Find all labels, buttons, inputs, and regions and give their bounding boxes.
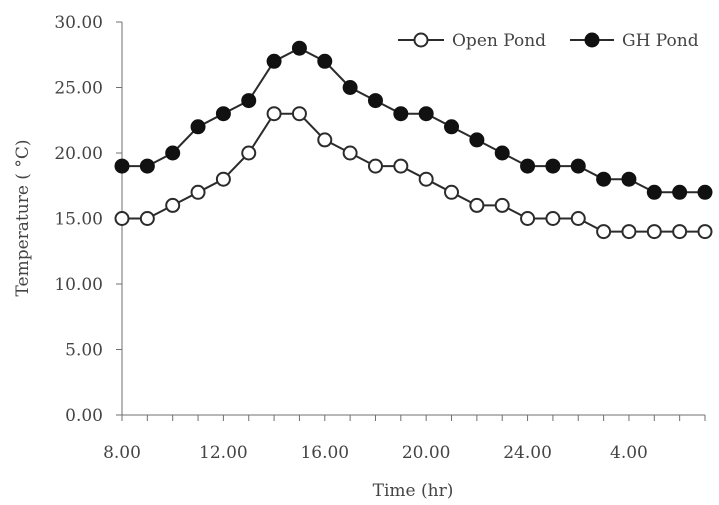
gh-pond-point xyxy=(266,53,282,69)
open-pond-point xyxy=(266,106,282,122)
y-axis-ticks: 0.00 5.00 10.00 15.00 20.00 25.00 30.00 xyxy=(54,13,122,426)
legend-item-open-pond: Open Pond xyxy=(398,31,546,51)
open-pond-series xyxy=(114,106,713,240)
gh-pond-point xyxy=(165,145,181,161)
gh-pond-point xyxy=(444,119,460,135)
gh-pond-point xyxy=(570,158,586,174)
x-tick-label: 8.00 xyxy=(103,443,141,463)
gh-pond-point xyxy=(342,80,358,95)
gh-pond-series xyxy=(114,40,713,200)
x-tick-label: 16.00 xyxy=(300,443,349,463)
y-tick-label: 5.00 xyxy=(65,341,103,361)
open-pond-point xyxy=(621,224,637,240)
open-pond-point xyxy=(697,224,713,240)
open-pond-line xyxy=(122,112,705,233)
gh-pond-point xyxy=(367,93,383,109)
gh-pond-point xyxy=(596,171,612,187)
open-pond-point xyxy=(165,197,181,213)
x-tick-label: 24.00 xyxy=(503,443,552,463)
gh-pond-point xyxy=(646,184,662,200)
open-pond-point xyxy=(241,145,257,161)
legend-gh-pond-label: GH Pond xyxy=(622,31,699,51)
gh-pond-point xyxy=(520,158,536,174)
open-pond-point xyxy=(114,211,130,226)
open-pond-point xyxy=(291,106,307,122)
open-pond-point xyxy=(342,145,358,161)
open-pond-point xyxy=(444,184,460,200)
gh-pond-point xyxy=(317,53,333,69)
gh-pond-point xyxy=(114,158,130,174)
open-pond-point xyxy=(393,158,409,174)
gh-pond-point xyxy=(621,171,637,187)
open-pond-point xyxy=(672,224,688,240)
gh-pond-point xyxy=(672,184,688,200)
gh-pond-point xyxy=(241,93,257,109)
data-series xyxy=(114,40,713,240)
x-axis-ticks: 8.00 12.00 16.00 20.00 24.00 4.00 xyxy=(103,415,706,463)
gh-pond-point xyxy=(469,132,485,148)
gh-pond-point xyxy=(545,158,561,174)
legend-open-pond-marker xyxy=(413,32,429,48)
gh-pond-point xyxy=(190,119,206,135)
legend-item-gh-pond: GH Pond xyxy=(570,31,699,51)
gh-pond-point xyxy=(393,106,409,122)
y-tick-label: 10.00 xyxy=(54,275,103,295)
x-tick-label: 12.00 xyxy=(199,443,248,463)
gh-pond-point xyxy=(215,106,231,122)
gh-pond-point xyxy=(494,145,510,161)
open-pond-point xyxy=(317,132,333,148)
x-tick-label: 20.00 xyxy=(402,443,451,463)
open-pond-point xyxy=(494,197,510,213)
y-tick-label: 20.00 xyxy=(54,144,103,164)
gh-pond-point xyxy=(418,106,434,122)
gh-pond-line xyxy=(122,47,705,194)
axes xyxy=(121,22,705,416)
open-pond-point xyxy=(418,171,434,187)
open-pond-point xyxy=(545,211,561,226)
y-tick-label: 30.00 xyxy=(54,13,103,33)
open-pond-point xyxy=(469,197,485,213)
open-pond-point xyxy=(520,211,536,226)
y-tick-label: 15.00 xyxy=(54,210,103,230)
open-pond-point xyxy=(596,224,612,240)
legend: Open Pond GH Pond xyxy=(398,31,699,51)
legend-open-pond-label: Open Pond xyxy=(452,31,546,51)
gh-pond-point xyxy=(697,184,713,200)
open-pond-point xyxy=(139,211,155,226)
open-pond-point xyxy=(215,171,231,187)
x-tick-label: 4.00 xyxy=(610,443,648,463)
open-pond-point xyxy=(190,184,206,200)
x-axis-title: Time (hr) xyxy=(373,481,454,501)
open-pond-point xyxy=(367,158,383,174)
open-pond-point xyxy=(646,224,662,240)
legend-gh-pond-marker xyxy=(584,32,600,48)
y-tick-label: 0.00 xyxy=(65,406,103,426)
gh-pond-point xyxy=(291,40,307,56)
gh-pond-point xyxy=(139,158,155,174)
open-pond-point xyxy=(570,211,586,226)
y-axis-title: Temperature ( °C) xyxy=(13,140,33,297)
y-tick-label: 25.00 xyxy=(54,79,103,99)
